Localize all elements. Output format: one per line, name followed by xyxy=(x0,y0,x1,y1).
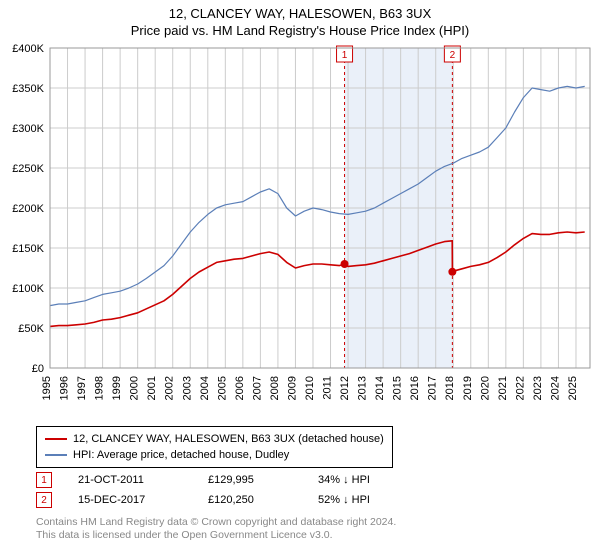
table-row: 1 21-OCT-2011 £129,995 34% ↓ HPI xyxy=(36,470,398,490)
svg-text:2020: 2020 xyxy=(479,376,491,400)
sale-date: 21-OCT-2011 xyxy=(78,474,208,486)
svg-text:2006: 2006 xyxy=(234,376,246,400)
svg-text:£250K: £250K xyxy=(12,163,44,175)
footer-line-2: This data is licensed under the Open Gov… xyxy=(36,529,396,542)
sale-price: £120,250 xyxy=(208,494,318,506)
sale-gap: 34% ↓ HPI xyxy=(318,474,398,486)
svg-text:2011: 2011 xyxy=(322,376,334,400)
svg-text:1: 1 xyxy=(342,50,348,61)
svg-text:1996: 1996 xyxy=(59,376,71,400)
title-address: 12, CLANCEY WAY, HALESOWEN, B63 3UX xyxy=(0,6,600,21)
svg-text:2024: 2024 xyxy=(549,376,561,400)
svg-text:2018: 2018 xyxy=(444,376,456,400)
table-row: 2 15-DEC-2017 £120,250 52% ↓ HPI xyxy=(36,490,398,510)
svg-text:2025: 2025 xyxy=(567,376,579,400)
sale-markers-table: 1 21-OCT-2011 £129,995 34% ↓ HPI 2 15-DE… xyxy=(36,470,398,510)
svg-text:1999: 1999 xyxy=(111,376,123,400)
svg-text:2010: 2010 xyxy=(304,376,316,400)
svg-text:2008: 2008 xyxy=(269,376,281,400)
marker-badge-1: 1 xyxy=(36,472,52,488)
svg-text:£0: £0 xyxy=(32,363,44,375)
footer-attribution: Contains HM Land Registry data © Crown c… xyxy=(36,516,396,542)
svg-text:£400K: £400K xyxy=(12,44,44,55)
chart-titles: 12, CLANCEY WAY, HALESOWEN, B63 3UX Pric… xyxy=(0,0,600,38)
svg-text:£50K: £50K xyxy=(18,323,44,335)
legend-swatch-1 xyxy=(45,438,67,440)
sale-gap: 52% ↓ HPI xyxy=(318,494,398,506)
legend-row-2: HPI: Average price, detached house, Dudl… xyxy=(45,447,384,463)
sale-price: £129,995 xyxy=(208,474,318,486)
svg-text:£150K: £150K xyxy=(12,243,44,255)
svg-text:2023: 2023 xyxy=(532,376,544,400)
svg-text:2009: 2009 xyxy=(286,376,298,400)
legend: 12, CLANCEY WAY, HALESOWEN, B63 3UX (det… xyxy=(36,426,393,468)
svg-text:2007: 2007 xyxy=(251,376,263,400)
svg-text:1997: 1997 xyxy=(76,376,88,400)
svg-text:2013: 2013 xyxy=(357,376,369,400)
svg-text:2017: 2017 xyxy=(427,376,439,400)
svg-text:2015: 2015 xyxy=(392,376,404,400)
svg-text:2021: 2021 xyxy=(497,376,509,400)
svg-text:1995: 1995 xyxy=(41,376,53,400)
footer-line-1: Contains HM Land Registry data © Crown c… xyxy=(36,516,396,529)
svg-text:£200K: £200K xyxy=(12,203,44,215)
svg-text:2003: 2003 xyxy=(181,376,193,400)
svg-text:2019: 2019 xyxy=(462,376,474,400)
legend-label-2: HPI: Average price, detached house, Dudl… xyxy=(73,447,289,463)
svg-text:2: 2 xyxy=(450,50,456,61)
line-chart: £0 £50K £100K £150K £200K £250K £300K £350K £400… xyxy=(0,44,600,420)
svg-text:2001: 2001 xyxy=(146,376,158,400)
legend-swatch-2 xyxy=(45,454,67,456)
svg-text:2014: 2014 xyxy=(374,376,386,400)
svg-text:2016: 2016 xyxy=(409,376,421,400)
svg-text:2022: 2022 xyxy=(514,376,526,400)
svg-text:2012: 2012 xyxy=(339,376,351,400)
svg-text:£100K: £100K xyxy=(12,283,44,295)
svg-text:2002: 2002 xyxy=(164,376,176,400)
marker-badge-2: 2 xyxy=(36,492,52,508)
svg-text:2005: 2005 xyxy=(216,376,228,400)
legend-row-1: 12, CLANCEY WAY, HALESOWEN, B63 3UX (det… xyxy=(45,431,384,447)
svg-text:2000: 2000 xyxy=(129,376,141,400)
svg-text:£300K: £300K xyxy=(12,123,44,135)
sale-date: 15-DEC-2017 xyxy=(78,494,208,506)
chart-area: £0 £50K £100K £150K £200K £250K £300K £350K £400… xyxy=(0,44,600,420)
svg-text:£350K: £350K xyxy=(12,83,44,95)
svg-text:2004: 2004 xyxy=(199,376,211,400)
svg-text:1998: 1998 xyxy=(94,376,106,400)
legend-label-1: 12, CLANCEY WAY, HALESOWEN, B63 3UX (det… xyxy=(73,431,384,447)
title-subtitle: Price paid vs. HM Land Registry's House … xyxy=(0,23,600,38)
